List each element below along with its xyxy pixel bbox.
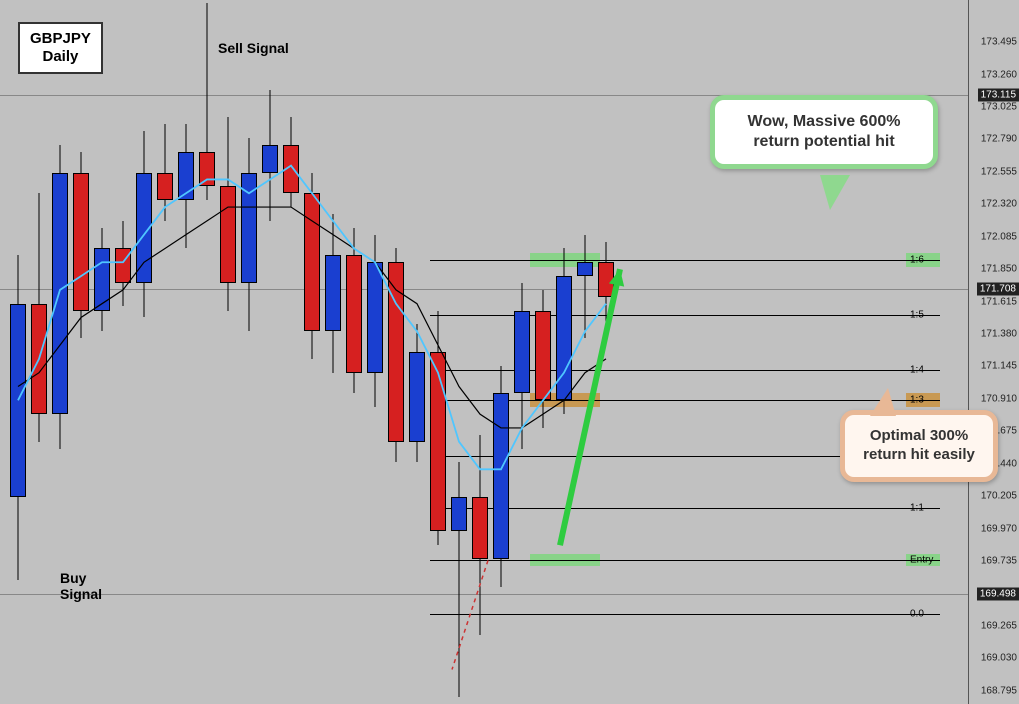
price-axis: 173.495 173.260 173.025 172.790 172.555 172.3…	[968, 0, 1019, 704]
candle	[325, 0, 341, 704]
candle	[367, 0, 383, 704]
candle	[409, 0, 425, 704]
candle	[598, 0, 614, 704]
candle	[262, 0, 278, 704]
rr-label: 0.0	[910, 609, 924, 620]
candle	[199, 0, 215, 704]
candle	[136, 0, 152, 704]
candle	[283, 0, 299, 704]
price-tick-label: 172.555	[981, 166, 1017, 177]
candle	[31, 0, 47, 704]
rr-label: 1:3	[910, 395, 924, 406]
candle	[451, 0, 467, 704]
price-tick-label: 171.615	[981, 296, 1017, 307]
price-tag: 171.708	[977, 282, 1019, 295]
callout-300-percent: Optimal 300% return hit easily	[840, 410, 998, 482]
rr-label: 1:4	[910, 364, 924, 375]
candle	[304, 0, 320, 704]
sell-signal-label: Sell Signal	[218, 40, 289, 56]
rr-label: Entry	[910, 555, 933, 566]
price-tag: 173.115	[978, 88, 1019, 101]
candle	[535, 0, 551, 704]
candle	[220, 0, 236, 704]
price-tick-label: 172.320	[981, 199, 1017, 210]
candle	[472, 0, 488, 704]
callout-bottom-pointer	[870, 388, 896, 416]
candle	[388, 0, 404, 704]
candle	[157, 0, 173, 704]
price-tag: 169.498	[977, 587, 1019, 600]
candle	[178, 0, 194, 704]
callout-top-pointer	[820, 175, 850, 210]
price-tick-label: 171.850	[981, 264, 1017, 275]
price-tick-label: 173.025	[981, 101, 1017, 112]
price-tick-label: 172.790	[981, 134, 1017, 145]
candle	[115, 0, 131, 704]
price-tick-label: 169.265	[981, 621, 1017, 632]
price-tick-label: 170.205	[981, 491, 1017, 502]
price-tick-label: 172.085	[981, 231, 1017, 242]
price-tick-label: 170.910	[981, 393, 1017, 404]
candle	[514, 0, 530, 704]
price-tick-label: 173.260	[981, 69, 1017, 80]
symbol-timeframe-box: GBPJPYDaily	[18, 22, 103, 74]
price-tick-label: 171.145	[981, 361, 1017, 372]
price-tick-label: 169.735	[981, 556, 1017, 567]
symbol-label: GBPJPYDaily	[30, 30, 91, 65]
candle	[241, 0, 257, 704]
price-tick-label: 173.495	[981, 37, 1017, 48]
candle	[10, 0, 26, 704]
candle	[556, 0, 572, 704]
price-tick-label: 169.030	[981, 653, 1017, 664]
buy-signal-label: BuySignal	[60, 570, 102, 602]
price-tick-label: 171.380	[981, 329, 1017, 340]
candle	[577, 0, 593, 704]
candle	[430, 0, 446, 704]
rr-label: 1:5	[910, 309, 924, 320]
price-tick-label: 169.970	[981, 523, 1017, 534]
rr-label: 1:1	[910, 502, 924, 513]
rr-label: 1:6	[910, 254, 924, 265]
chart-container: 1:61:51:41:31:21:1Entry0.0 173.495173.26…	[0, 0, 1019, 704]
callout-600-percent: Wow, Massive 600% return potential hit	[710, 95, 938, 169]
candle	[346, 0, 362, 704]
price-tick-label: 168.795	[981, 685, 1017, 696]
candle	[493, 0, 509, 704]
